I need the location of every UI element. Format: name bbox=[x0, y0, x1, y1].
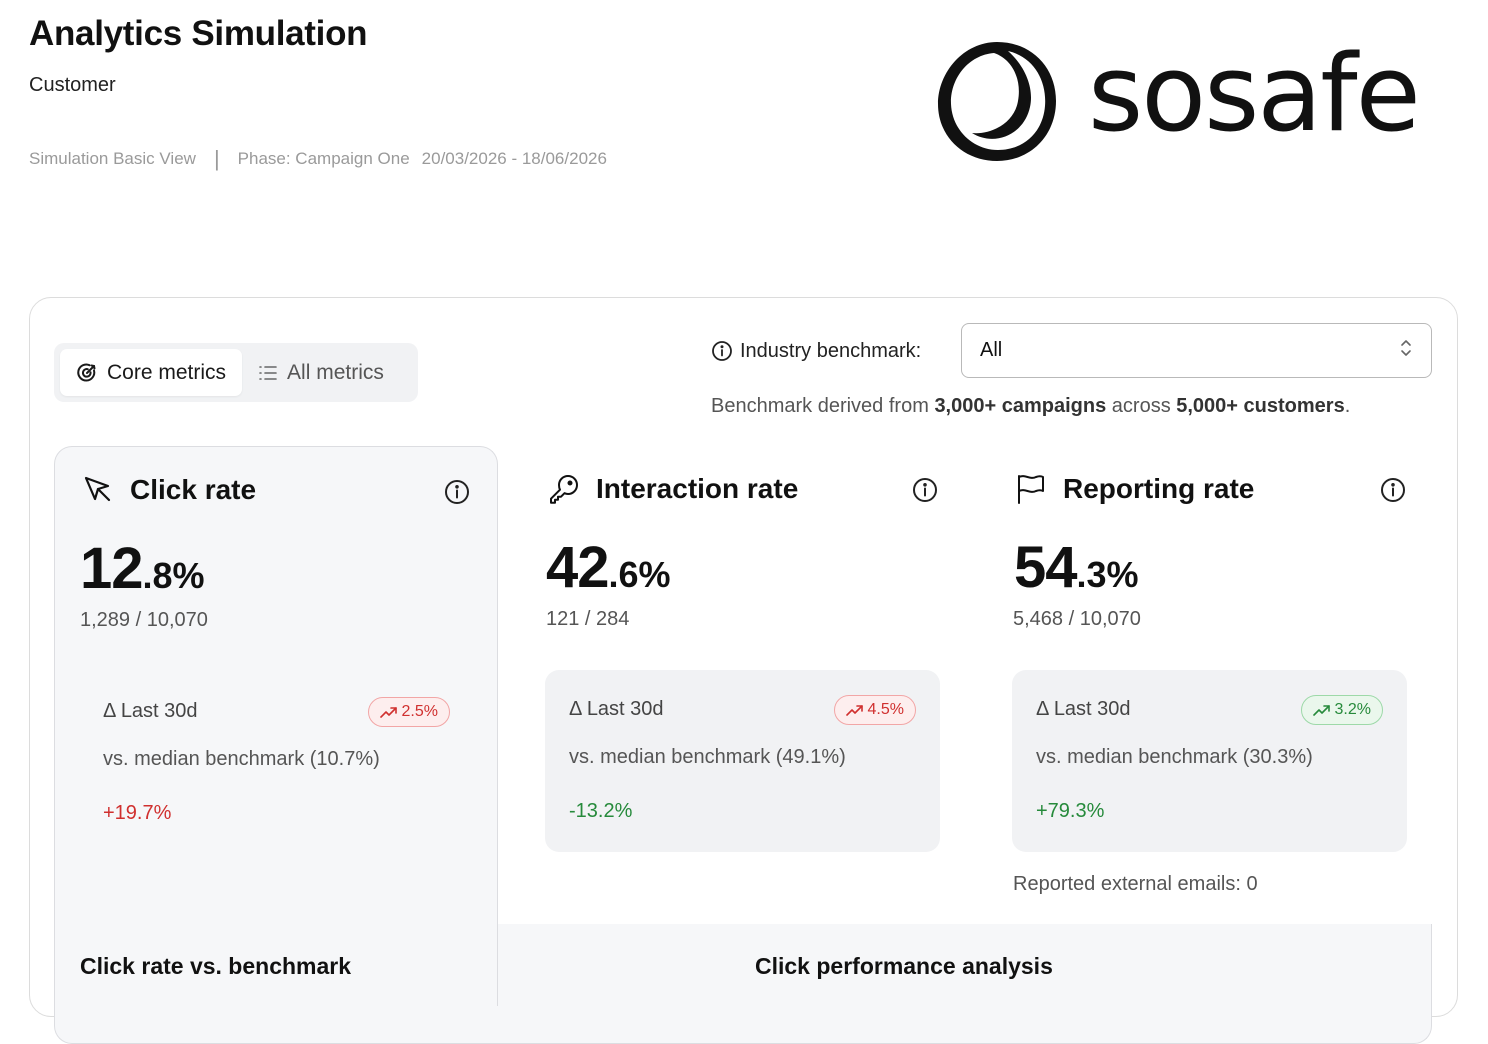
interaction-rate-value-int: 42 bbox=[546, 535, 610, 600]
interaction-rate-value-dec: .6% bbox=[608, 554, 671, 595]
reporting-rate-value-int: 54 bbox=[1014, 535, 1078, 600]
reporting-rate-header: Reporting rate bbox=[1015, 473, 1254, 505]
metrics-toggle-group: Core metrics All metrics bbox=[54, 343, 418, 402]
reporting-rate-trend-badge: 3.2% bbox=[1300, 695, 1383, 725]
interaction-rate-trend-badge: 4.5% bbox=[833, 695, 916, 725]
info-icon[interactable] bbox=[711, 340, 733, 362]
delta-label: Δ Last 30d bbox=[569, 698, 664, 720]
interaction-rate-title: Interaction rate bbox=[596, 473, 799, 504]
click-rate-header: Click rate bbox=[82, 474, 256, 506]
interaction-rate-delta-box: Δ Last 30d 4.5% vs. median benchmark (49… bbox=[545, 670, 940, 852]
interaction-rate-value: 42.6% bbox=[546, 539, 671, 597]
date-range: 20/03/2026 - 18/06/2026 bbox=[421, 149, 607, 168]
reported-external-emails: Reported external emails: 0 bbox=[1013, 873, 1258, 895]
click-rate-ratio: 1,289 / 10,070 bbox=[80, 609, 208, 631]
trend-up-icon bbox=[379, 706, 398, 718]
benchmark-label-text: Industry benchmark: bbox=[740, 339, 922, 362]
all-metrics-label: All metrics bbox=[287, 360, 384, 384]
click-rate-value: 12.8% bbox=[80, 540, 205, 598]
reporting-rate-value: 54.3% bbox=[1014, 539, 1139, 597]
all-metrics-toggle[interactable]: All metrics bbox=[242, 349, 400, 396]
reporting-rate-diff: +79.3% bbox=[1036, 800, 1105, 822]
industry-benchmark-select[interactable]: All bbox=[961, 323, 1432, 378]
flag-icon bbox=[1015, 473, 1047, 505]
benchmark-note-campaigns: 3,000+ campaigns bbox=[934, 395, 1107, 417]
benchmark-note-prefix: Benchmark derived from bbox=[711, 395, 929, 417]
select-chevron-icon bbox=[1399, 337, 1413, 365]
meta-separator: | bbox=[213, 146, 220, 171]
click-rate-info-icon[interactable] bbox=[444, 479, 470, 505]
click-rate-delta-box: Δ Last 30d 2.5% vs. median benchmark (10… bbox=[79, 672, 474, 854]
interaction-rate-diff: -13.2% bbox=[569, 800, 633, 822]
click-rate-trend-value: 2.5% bbox=[401, 703, 438, 720]
target-icon bbox=[76, 362, 98, 384]
page-subtitle: Customer bbox=[29, 74, 116, 96]
reporting-rate-ratio: 5,468 / 10,070 bbox=[1013, 608, 1141, 630]
click-rate-value-dec: .8% bbox=[142, 555, 205, 596]
benchmark-note-middle: across bbox=[1111, 395, 1171, 417]
reporting-rate-trend-value: 3.2% bbox=[1334, 701, 1371, 718]
interaction-rate-vs-benchmark: vs. median benchmark (49.1%) bbox=[569, 746, 846, 768]
reporting-rate-value-dec: .3% bbox=[1076, 554, 1139, 595]
meta-line: Simulation Basic View | Phase: Campaign … bbox=[29, 148, 607, 170]
industry-benchmark-label: Industry benchmark: bbox=[711, 337, 921, 365]
key-icon bbox=[548, 473, 580, 505]
reporting-rate-delta-box: Δ Last 30d 3.2% vs. median benchmark (30… bbox=[1012, 670, 1407, 852]
reporting-rate-info-icon[interactable] bbox=[1380, 477, 1406, 503]
core-metrics-label: Core metrics bbox=[107, 360, 227, 384]
benchmark-note-customers: 5,000+ customers bbox=[1176, 395, 1345, 417]
click-performance-analysis-title: Click performance analysis bbox=[755, 953, 1053, 979]
phase-label: Phase: Campaign One bbox=[237, 149, 410, 168]
click-rate-trend-badge: 2.5% bbox=[367, 697, 450, 727]
reporting-rate-title: Reporting rate bbox=[1063, 473, 1255, 504]
trend-up-icon bbox=[845, 704, 864, 716]
interaction-rate-trend-value: 4.5% bbox=[867, 701, 904, 718]
delta-label: Δ Last 30d bbox=[1036, 698, 1131, 720]
cursor-icon bbox=[82, 474, 114, 506]
click-rate-diff: +19.7% bbox=[103, 802, 172, 824]
view-label: Simulation Basic View bbox=[29, 149, 196, 168]
page-title: Analytics Simulation bbox=[29, 14, 368, 53]
interaction-rate-info-icon[interactable] bbox=[912, 477, 938, 503]
benchmark-note-suffix: . bbox=[1344, 395, 1351, 417]
logo-text: sosafe bbox=[1088, 32, 1421, 155]
reporting-rate-vs-benchmark: vs. median benchmark (30.3%) bbox=[1036, 746, 1313, 768]
interaction-rate-header: Interaction rate bbox=[548, 473, 798, 505]
sosafe-logo: sosafe bbox=[934, 36, 1458, 166]
core-metrics-toggle[interactable]: Core metrics bbox=[60, 349, 243, 396]
click-rate-vs-benchmark: vs. median benchmark (10.7%) bbox=[103, 748, 380, 770]
click-rate-vs-benchmark-title: Click rate vs. benchmark bbox=[80, 953, 352, 979]
interaction-rate-ratio: 121 / 284 bbox=[546, 608, 630, 630]
list-icon bbox=[258, 364, 278, 382]
click-rate-title: Click rate bbox=[130, 474, 257, 505]
logo-mark-icon bbox=[938, 42, 1056, 161]
benchmark-selected-value: All bbox=[980, 339, 1003, 361]
delta-label: Δ Last 30d bbox=[103, 700, 198, 722]
benchmark-note: Benchmark derived from 3,000+ campaigns … bbox=[711, 395, 1350, 418]
click-rate-value-int: 12 bbox=[80, 536, 144, 601]
trend-up-icon bbox=[1312, 704, 1331, 716]
